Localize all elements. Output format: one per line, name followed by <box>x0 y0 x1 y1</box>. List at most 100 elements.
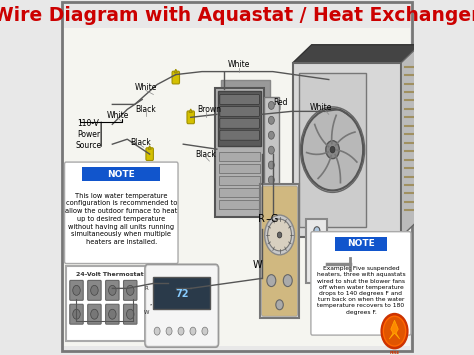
FancyBboxPatch shape <box>88 280 101 300</box>
Text: 72: 72 <box>175 289 189 299</box>
Circle shape <box>268 219 292 251</box>
FancyBboxPatch shape <box>311 232 411 335</box>
Circle shape <box>109 309 116 319</box>
Text: NOTE: NOTE <box>347 239 375 248</box>
FancyBboxPatch shape <box>219 152 260 161</box>
FancyBboxPatch shape <box>146 266 218 346</box>
Circle shape <box>202 327 208 335</box>
Circle shape <box>267 275 276 286</box>
FancyBboxPatch shape <box>70 304 83 324</box>
Text: R: R <box>258 214 265 224</box>
Polygon shape <box>293 45 420 62</box>
Circle shape <box>178 327 184 335</box>
Circle shape <box>91 285 98 295</box>
Circle shape <box>91 309 98 319</box>
FancyBboxPatch shape <box>220 106 259 116</box>
FancyBboxPatch shape <box>418 199 434 234</box>
Circle shape <box>127 285 134 295</box>
FancyBboxPatch shape <box>64 28 410 346</box>
Text: NOTE: NOTE <box>108 170 135 179</box>
FancyBboxPatch shape <box>220 130 259 140</box>
Circle shape <box>73 285 80 295</box>
Circle shape <box>268 102 274 109</box>
Circle shape <box>383 316 406 346</box>
FancyBboxPatch shape <box>106 280 119 300</box>
Text: White: White <box>107 111 129 120</box>
FancyBboxPatch shape <box>154 277 210 309</box>
Circle shape <box>314 227 320 235</box>
FancyBboxPatch shape <box>220 118 259 128</box>
Text: Black: Black <box>130 138 151 147</box>
FancyBboxPatch shape <box>262 186 298 316</box>
Polygon shape <box>189 109 192 113</box>
Circle shape <box>73 309 80 319</box>
Text: W: W <box>253 261 263 271</box>
Circle shape <box>276 300 283 310</box>
FancyBboxPatch shape <box>335 237 387 251</box>
Polygon shape <box>401 45 420 237</box>
FancyBboxPatch shape <box>260 184 299 318</box>
Text: White: White <box>228 60 250 69</box>
Text: Example: Five suspended
heaters, three with aquastats
wired to shut the blower f: Example: Five suspended heaters, three w… <box>317 266 405 315</box>
FancyBboxPatch shape <box>62 2 412 351</box>
Polygon shape <box>148 146 151 149</box>
Text: Red: Red <box>273 98 288 107</box>
Circle shape <box>268 176 274 184</box>
FancyBboxPatch shape <box>66 267 154 341</box>
Circle shape <box>268 146 274 154</box>
FancyBboxPatch shape <box>106 304 119 324</box>
Text: This low water temperature
configuration is recommended to
allow the outdoor fur: This low water temperature configuration… <box>65 192 177 245</box>
FancyBboxPatch shape <box>220 94 259 104</box>
Circle shape <box>264 215 294 255</box>
Circle shape <box>382 314 407 348</box>
FancyBboxPatch shape <box>145 264 219 347</box>
FancyBboxPatch shape <box>299 72 366 227</box>
Polygon shape <box>389 320 400 339</box>
Circle shape <box>330 146 335 153</box>
FancyBboxPatch shape <box>124 304 137 324</box>
FancyBboxPatch shape <box>264 98 279 197</box>
Text: -: - <box>263 214 270 224</box>
Text: -G: -G <box>267 214 279 224</box>
FancyBboxPatch shape <box>306 219 328 283</box>
Text: FIRE: FIRE <box>389 351 400 355</box>
Text: 24-Volt Thermostat: 24-Volt Thermostat <box>76 272 144 277</box>
Circle shape <box>109 285 116 295</box>
Circle shape <box>190 327 196 335</box>
Circle shape <box>127 309 134 319</box>
Polygon shape <box>174 69 177 73</box>
Text: Wire Diagram with Aquastat / Heat Exchanger: Wire Diagram with Aquastat / Heat Exchan… <box>0 6 474 26</box>
Circle shape <box>166 327 172 335</box>
FancyBboxPatch shape <box>187 111 194 124</box>
Circle shape <box>326 141 339 159</box>
FancyBboxPatch shape <box>215 87 264 217</box>
Circle shape <box>277 232 282 238</box>
FancyBboxPatch shape <box>172 71 180 84</box>
FancyBboxPatch shape <box>64 162 178 263</box>
Text: W: W <box>144 310 149 315</box>
Circle shape <box>268 116 274 124</box>
Text: Black: Black <box>195 149 216 159</box>
Text: White: White <box>135 83 157 92</box>
FancyBboxPatch shape <box>124 280 137 300</box>
FancyBboxPatch shape <box>82 167 160 181</box>
FancyBboxPatch shape <box>219 176 260 185</box>
Circle shape <box>268 161 274 169</box>
Circle shape <box>283 275 292 286</box>
Text: Black: Black <box>136 105 156 114</box>
FancyBboxPatch shape <box>219 188 260 197</box>
Circle shape <box>301 107 365 192</box>
FancyBboxPatch shape <box>88 304 101 324</box>
FancyBboxPatch shape <box>146 148 154 160</box>
Circle shape <box>268 131 274 139</box>
Circle shape <box>314 241 320 248</box>
FancyBboxPatch shape <box>219 92 261 146</box>
FancyBboxPatch shape <box>219 164 260 173</box>
Text: 110-V
Power
Source: 110-V Power Source <box>75 119 101 150</box>
FancyBboxPatch shape <box>219 200 260 209</box>
Text: White: White <box>310 103 333 112</box>
FancyBboxPatch shape <box>293 62 401 237</box>
FancyBboxPatch shape <box>221 80 270 209</box>
Circle shape <box>154 327 160 335</box>
Text: R: R <box>145 286 148 291</box>
